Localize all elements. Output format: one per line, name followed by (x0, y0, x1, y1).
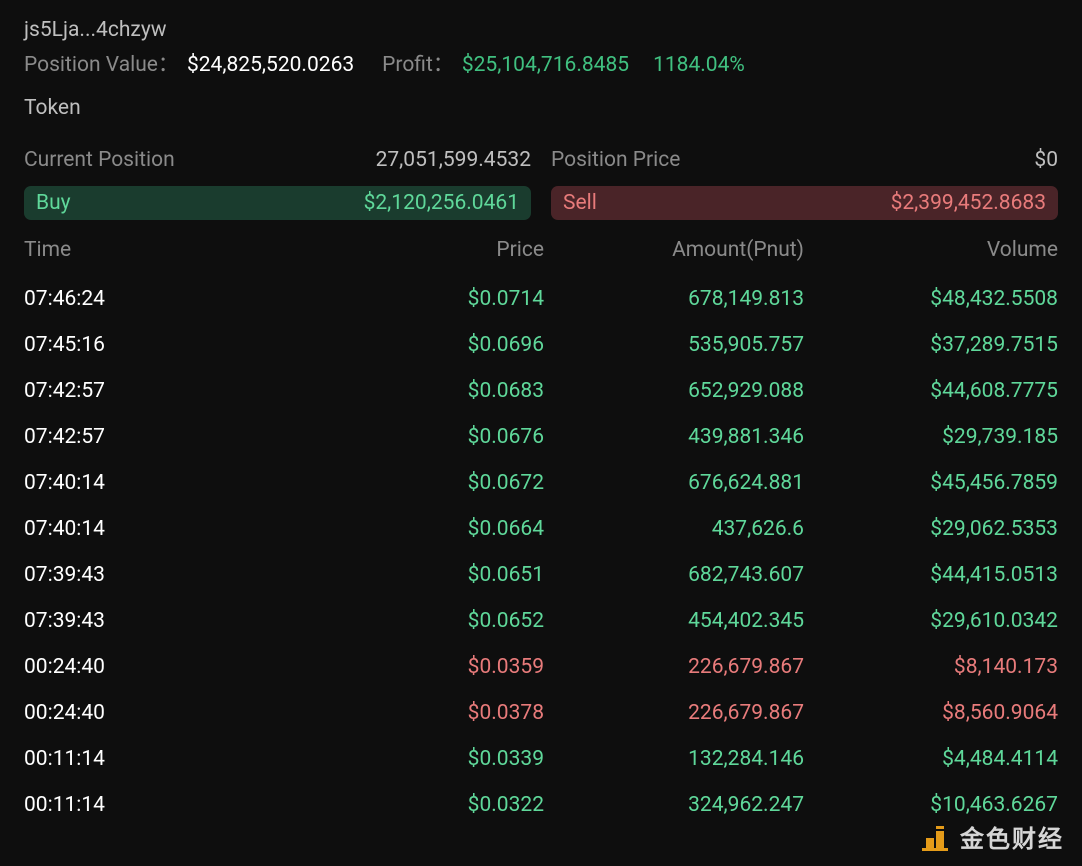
cell-time: 07:46:24 (24, 287, 274, 311)
cell-amount: 682,743.607 (544, 563, 804, 587)
sell-pill[interactable]: Sell $2,399,452.8683 (551, 186, 1058, 220)
table-row[interactable]: 07:39:43$0.0652454,402.345$29,610.0342 (24, 598, 1058, 644)
table-row[interactable]: 07:45:16$0.0696535,905.757$37,289.7515 (24, 322, 1058, 368)
position-summary: Position Value： $24,825,520.0263 Profit：… (24, 48, 1058, 78)
buy-label: Buy (36, 191, 71, 215)
cell-time: 07:39:43 (24, 609, 274, 633)
cell-price: $0.0714 (274, 287, 544, 311)
col-amount-header: Amount(Pnut) (544, 238, 804, 262)
profit-value: $25,104,716.8485 (462, 53, 629, 77)
cell-amount: 439,881.346 (544, 425, 804, 449)
current-position-value: 27,051,599.4532 (376, 148, 531, 172)
table-header: Time Price Amount(Pnut) Volume (24, 238, 1058, 262)
current-position: Current Position 27,051,599.4532 (24, 148, 531, 172)
buy-pill[interactable]: Buy $2,120,256.0461 (24, 186, 531, 220)
cell-volume: $29,739.185 (804, 425, 1058, 449)
cell-volume: $4,484.4114 (804, 747, 1058, 771)
watermark-logo-icon (922, 822, 952, 852)
cell-amount: 652,929.088 (544, 379, 804, 403)
table-row[interactable]: 07:46:24$0.0714678,149.813$48,432.5508 (24, 276, 1058, 322)
watermark-text: 金色财经 (960, 819, 1064, 854)
col-time-header: Time (24, 238, 274, 262)
cell-price: $0.0664 (274, 517, 544, 541)
cell-time: 07:42:57 (24, 379, 274, 403)
table-row[interactable]: 07:40:14$0.0672676,624.881$45,456.7859 (24, 460, 1058, 506)
cell-volume: $29,062.5353 (804, 517, 1058, 541)
cell-price: $0.0652 (274, 609, 544, 633)
cell-volume: $29,610.0342 (804, 609, 1058, 633)
profit-pct: 1184.04% (653, 53, 745, 77)
cell-time: 00:11:14 (24, 793, 274, 817)
table-row[interactable]: 00:24:40$0.0359226,679.867$8,140.173 (24, 644, 1058, 690)
position-price-label: Position Price (551, 148, 680, 172)
cell-time: 07:42:57 (24, 425, 274, 449)
buy-value: $2,120,256.0461 (364, 191, 519, 215)
position-value-label: Position Value： (24, 48, 179, 78)
position-price-value: $0 (1034, 148, 1058, 172)
cell-amount: 454,402.345 (544, 609, 804, 633)
cell-amount: 678,149.813 (544, 287, 804, 311)
cell-volume: $44,415.0513 (804, 563, 1058, 587)
cell-volume: $37,289.7515 (804, 333, 1058, 357)
table-row[interactable]: 07:42:57$0.0676439,881.346$29,739.185 (24, 414, 1058, 460)
cell-amount: 226,679.867 (544, 701, 804, 725)
current-position-label: Current Position (24, 148, 175, 172)
position-price: Position Price $0 (551, 148, 1058, 172)
cell-time: 07:39:43 (24, 563, 274, 587)
table-row[interactable]: 07:40:14$0.0664437,626.6$29,062.5353 (24, 506, 1058, 552)
cell-time: 07:40:14 (24, 517, 274, 541)
cell-price: $0.0322 (274, 793, 544, 817)
table-body: 07:46:24$0.0714678,149.813$48,432.550807… (24, 276, 1058, 828)
cell-volume: $44,608.7775 (804, 379, 1058, 403)
sell-label: Sell (563, 191, 597, 215)
cell-price: $0.0683 (274, 379, 544, 403)
cell-price: $0.0696 (274, 333, 544, 357)
watermark: 金色财经 (922, 819, 1064, 854)
cell-price: $0.0378 (274, 701, 544, 725)
table-row[interactable]: 07:39:43$0.0651682,743.607$44,415.0513 (24, 552, 1058, 598)
cell-volume: $10,463.6267 (804, 793, 1058, 817)
cell-amount: 226,679.867 (544, 655, 804, 679)
cell-time: 00:24:40 (24, 701, 274, 725)
cell-amount: 535,905.757 (544, 333, 804, 357)
cell-price: $0.0672 (274, 471, 544, 495)
cell-amount: 437,626.6 (544, 517, 804, 541)
wallet-address: js5Lja...4chzyw (24, 18, 1058, 42)
cell-volume: $48,432.5508 (804, 287, 1058, 311)
cell-volume: $8,140.173 (804, 655, 1058, 679)
cell-volume: $8,560.9064 (804, 701, 1058, 725)
col-volume-header: Volume (804, 238, 1058, 262)
cell-price: $0.0651 (274, 563, 544, 587)
cell-volume: $45,456.7859 (804, 471, 1058, 495)
token-label: Token (24, 96, 1058, 120)
cell-time: 00:11:14 (24, 747, 274, 771)
cell-amount: 676,624.881 (544, 471, 804, 495)
position-row: Current Position 27,051,599.4532 Positio… (24, 148, 1058, 172)
col-price-header: Price (274, 238, 544, 262)
buy-sell-row: Buy $2,120,256.0461 Sell $2,399,452.8683 (24, 186, 1058, 220)
table-row[interactable]: 07:42:57$0.0683652,929.088$44,608.7775 (24, 368, 1058, 414)
table-row[interactable]: 00:11:14$0.0339132,284.146$4,484.4114 (24, 736, 1058, 782)
cell-price: $0.0359 (274, 655, 544, 679)
cell-price: $0.0676 (274, 425, 544, 449)
cell-time: 07:45:16 (24, 333, 274, 357)
cell-amount: 132,284.146 (544, 747, 804, 771)
position-value: $24,825,520.0263 (187, 53, 354, 77)
table-row[interactable]: 00:24:40$0.0378226,679.867$8,560.9064 (24, 690, 1058, 736)
cell-time: 00:24:40 (24, 655, 274, 679)
cell-time: 07:40:14 (24, 471, 274, 495)
table-row[interactable]: 00:11:14$0.0322324,962.247$10,463.6267 (24, 782, 1058, 828)
cell-amount: 324,962.247 (544, 793, 804, 817)
sell-value: $2,399,452.8683 (891, 191, 1046, 215)
cell-price: $0.0339 (274, 747, 544, 771)
profit-label: Profit： (382, 48, 454, 78)
